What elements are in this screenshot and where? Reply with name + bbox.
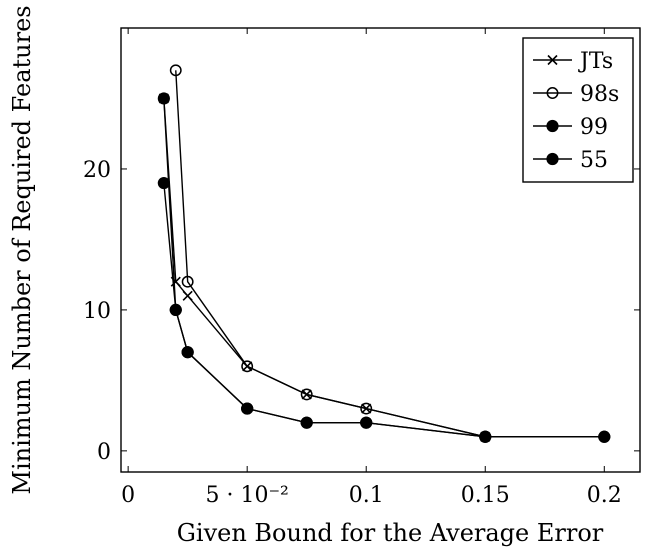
y-tick-label: 0	[97, 440, 111, 465]
legend-box	[522, 37, 634, 183]
data-point-marker-filled-circle	[157, 92, 170, 105]
y-tick-label: 10	[83, 299, 111, 324]
data-point-marker-open-circle	[300, 388, 313, 401]
x-tick-label: 0.2	[587, 483, 622, 508]
y-axis: 0 10 20	[83, 158, 640, 465]
series-55	[157, 176, 611, 443]
legend-item: JTs	[533, 49, 613, 74]
plot-frame	[120, 27, 641, 473]
data-point-marker-filled-circle	[479, 430, 492, 443]
data-point-marker-filled-circle	[241, 402, 254, 415]
legend-item: 99	[533, 115, 608, 140]
data-point-marker-filled-circle	[157, 176, 170, 190]
series-98s	[169, 64, 492, 443]
legend-label: JTs	[578, 49, 613, 74]
series-JTs	[158, 93, 491, 442]
x-tick-label: 0	[121, 483, 135, 508]
series-line	[163, 182, 605, 438]
data-point-marker-filled-circle	[169, 303, 182, 317]
data-point-marker-open-circle	[241, 360, 254, 373]
legend-item: 98s	[533, 82, 619, 107]
x-tick-label: 0.15	[461, 483, 510, 508]
series-layer	[157, 64, 611, 443]
y-axis-label: Minimum Number of Required Features	[8, 5, 36, 494]
data-point-marker-open-circle	[360, 402, 373, 415]
data-point-marker-filled-circle	[300, 416, 313, 429]
data-point-marker-open-circle	[169, 64, 182, 77]
data-point-marker-filled-circle	[546, 119, 559, 133]
x-axis-label: Given Bound for the Average Error	[177, 519, 604, 547]
legend-label: 98s	[580, 82, 619, 107]
data-point-marker-filled-circle	[360, 416, 373, 429]
series-line	[175, 70, 486, 438]
x-axis: 0 5 · 10⁻² 0.1 0.15 0.2	[121, 28, 622, 508]
series-line	[163, 98, 486, 438]
legend-item: 55	[533, 148, 608, 173]
marker-stroke	[547, 54, 558, 66]
data-point-marker-x	[547, 54, 558, 66]
data-point-marker-filled-circle	[181, 346, 194, 359]
x-tick-label: 0.1	[349, 483, 384, 508]
data-point-marker-x	[182, 290, 193, 301]
data-point-marker-open-circle	[546, 87, 559, 99]
legend-label: 99	[580, 115, 608, 140]
legend: JTs 98s 99 55	[522, 37, 634, 183]
x-tick-label: 5 · 10⁻²	[205, 483, 288, 508]
data-point-marker-filled-circle	[598, 430, 611, 443]
y-tick-label: 20	[83, 158, 111, 183]
data-point-marker-filled-circle	[546, 152, 559, 166]
data-point-marker-open-circle	[181, 275, 194, 288]
marker-stroke	[182, 290, 193, 301]
legend-label: 55	[580, 148, 608, 173]
